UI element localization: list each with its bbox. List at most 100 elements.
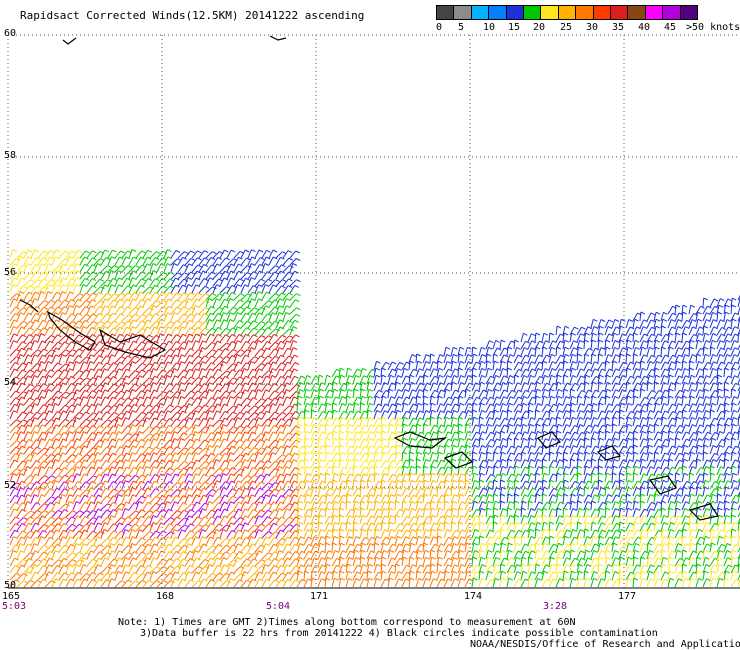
wind-barb-flag — [511, 446, 515, 448]
wind-barb-flag — [205, 405, 209, 407]
wind-barb-flag — [565, 354, 569, 356]
wind-barb — [199, 301, 205, 307]
wind-barb — [185, 320, 190, 328]
wind-barb — [276, 455, 282, 461]
wind-barb-flag — [706, 410, 710, 412]
wind-barb-flag — [523, 403, 527, 405]
wind-barb-flag — [230, 313, 234, 315]
wind-barb-flag — [725, 410, 729, 412]
wind-barb — [493, 354, 494, 363]
wind-barb-flag — [655, 424, 659, 426]
wind-barb-flag — [177, 300, 181, 302]
wind-barb-flag — [118, 425, 122, 427]
wind-barb-flag — [501, 431, 505, 433]
wind-barb — [626, 354, 627, 363]
wind-barb-flag — [259, 250, 263, 252]
wind-barb-flag — [79, 412, 83, 414]
wind-barb-flag — [558, 452, 562, 454]
wind-barb-flag — [349, 425, 353, 427]
wind-barb-flag — [671, 453, 675, 455]
wind-barb-flag — [153, 348, 157, 350]
wind-barb-flag — [306, 445, 310, 447]
wind-barb — [199, 271, 203, 279]
wind-barb-flag — [30, 398, 34, 400]
wind-barb — [66, 440, 72, 447]
wind-barb-flag — [342, 404, 346, 406]
wind-barb-flag — [319, 375, 323, 377]
wind-barb-flag — [424, 424, 428, 426]
wind-barb-flag — [282, 293, 286, 295]
wind-barb-flag — [649, 347, 653, 349]
wind-barb — [234, 461, 240, 468]
wind-barb-flag — [628, 396, 632, 398]
wind-barb — [409, 397, 413, 405]
wind-barb-flag — [417, 459, 421, 461]
wind-barb-flag — [608, 327, 612, 329]
wind-barb — [619, 362, 623, 370]
wind-barb — [283, 454, 288, 461]
wind-barb-flag — [481, 347, 485, 349]
wind-barb — [185, 439, 190, 447]
wind-barb — [52, 425, 56, 433]
wind-barb-flag — [725, 459, 729, 461]
wind-barb-flag — [734, 410, 738, 412]
wind-barb — [213, 341, 217, 349]
wind-barb-flag — [340, 459, 344, 461]
wind-barb-flag — [237, 355, 241, 357]
wind-barb-flag — [678, 396, 682, 398]
wind-barb-flag — [579, 347, 583, 349]
wind-barb — [157, 392, 163, 398]
wind-barb — [115, 343, 121, 350]
wind-barb-flag — [86, 455, 90, 457]
wind-barb-flag — [435, 376, 439, 378]
wind-barb-flag — [489, 341, 493, 343]
wind-barb-flag — [349, 376, 353, 378]
wind-barb-flag — [704, 298, 708, 300]
wind-barb — [206, 252, 212, 258]
wind-barb — [514, 362, 519, 370]
wind-barb-flag — [403, 452, 407, 454]
wind-barb-flag — [532, 390, 536, 392]
wind-barb-flag — [365, 446, 369, 448]
wind-barb — [402, 376, 406, 384]
wind-barb-flag — [691, 452, 695, 454]
wind-barb-flag — [496, 404, 500, 406]
wind-barb-flag — [719, 424, 723, 426]
wind-barb-flag — [358, 418, 362, 420]
wind-barb — [94, 418, 99, 426]
wind-barb-flag — [439, 452, 443, 454]
wind-barb-flag — [503, 438, 507, 440]
wind-barb — [416, 376, 420, 384]
wind-barb-flag — [93, 384, 97, 386]
wind-barb-flag — [240, 426, 244, 428]
wind-barb — [703, 452, 704, 461]
wind-barb-flag — [593, 410, 597, 412]
wind-barb-flag — [704, 347, 708, 349]
wind-barb-flag — [628, 347, 632, 349]
wind-barb — [248, 390, 252, 398]
wind-barb — [717, 320, 720, 328]
wind-barb-flag — [566, 411, 570, 413]
wind-barb — [241, 419, 246, 427]
wind-barb — [10, 391, 16, 398]
wind-barb-flag — [537, 424, 541, 426]
wind-barb-flag — [459, 354, 463, 356]
wind-barb — [381, 460, 386, 468]
wind-barb — [143, 299, 147, 307]
wind-barb-flag — [275, 280, 279, 282]
wind-barb-flag — [37, 370, 41, 372]
wind-barb-flag — [93, 258, 97, 260]
wind-barb-flag — [135, 419, 139, 421]
wind-barb-flag — [76, 362, 80, 364]
wind-barb — [318, 411, 323, 419]
wind-barb — [542, 404, 547, 412]
wind-barb-flag — [105, 250, 109, 252]
wind-barb-flag — [572, 403, 576, 405]
wind-barb-flag — [79, 378, 83, 380]
wind-barb-flag — [692, 320, 696, 322]
wind-barb-flag — [557, 326, 561, 328]
wind-barb-flag — [135, 314, 139, 316]
wind-barb-flag — [265, 264, 269, 266]
wind-barb-flag — [370, 376, 374, 378]
wind-barb — [115, 378, 122, 384]
